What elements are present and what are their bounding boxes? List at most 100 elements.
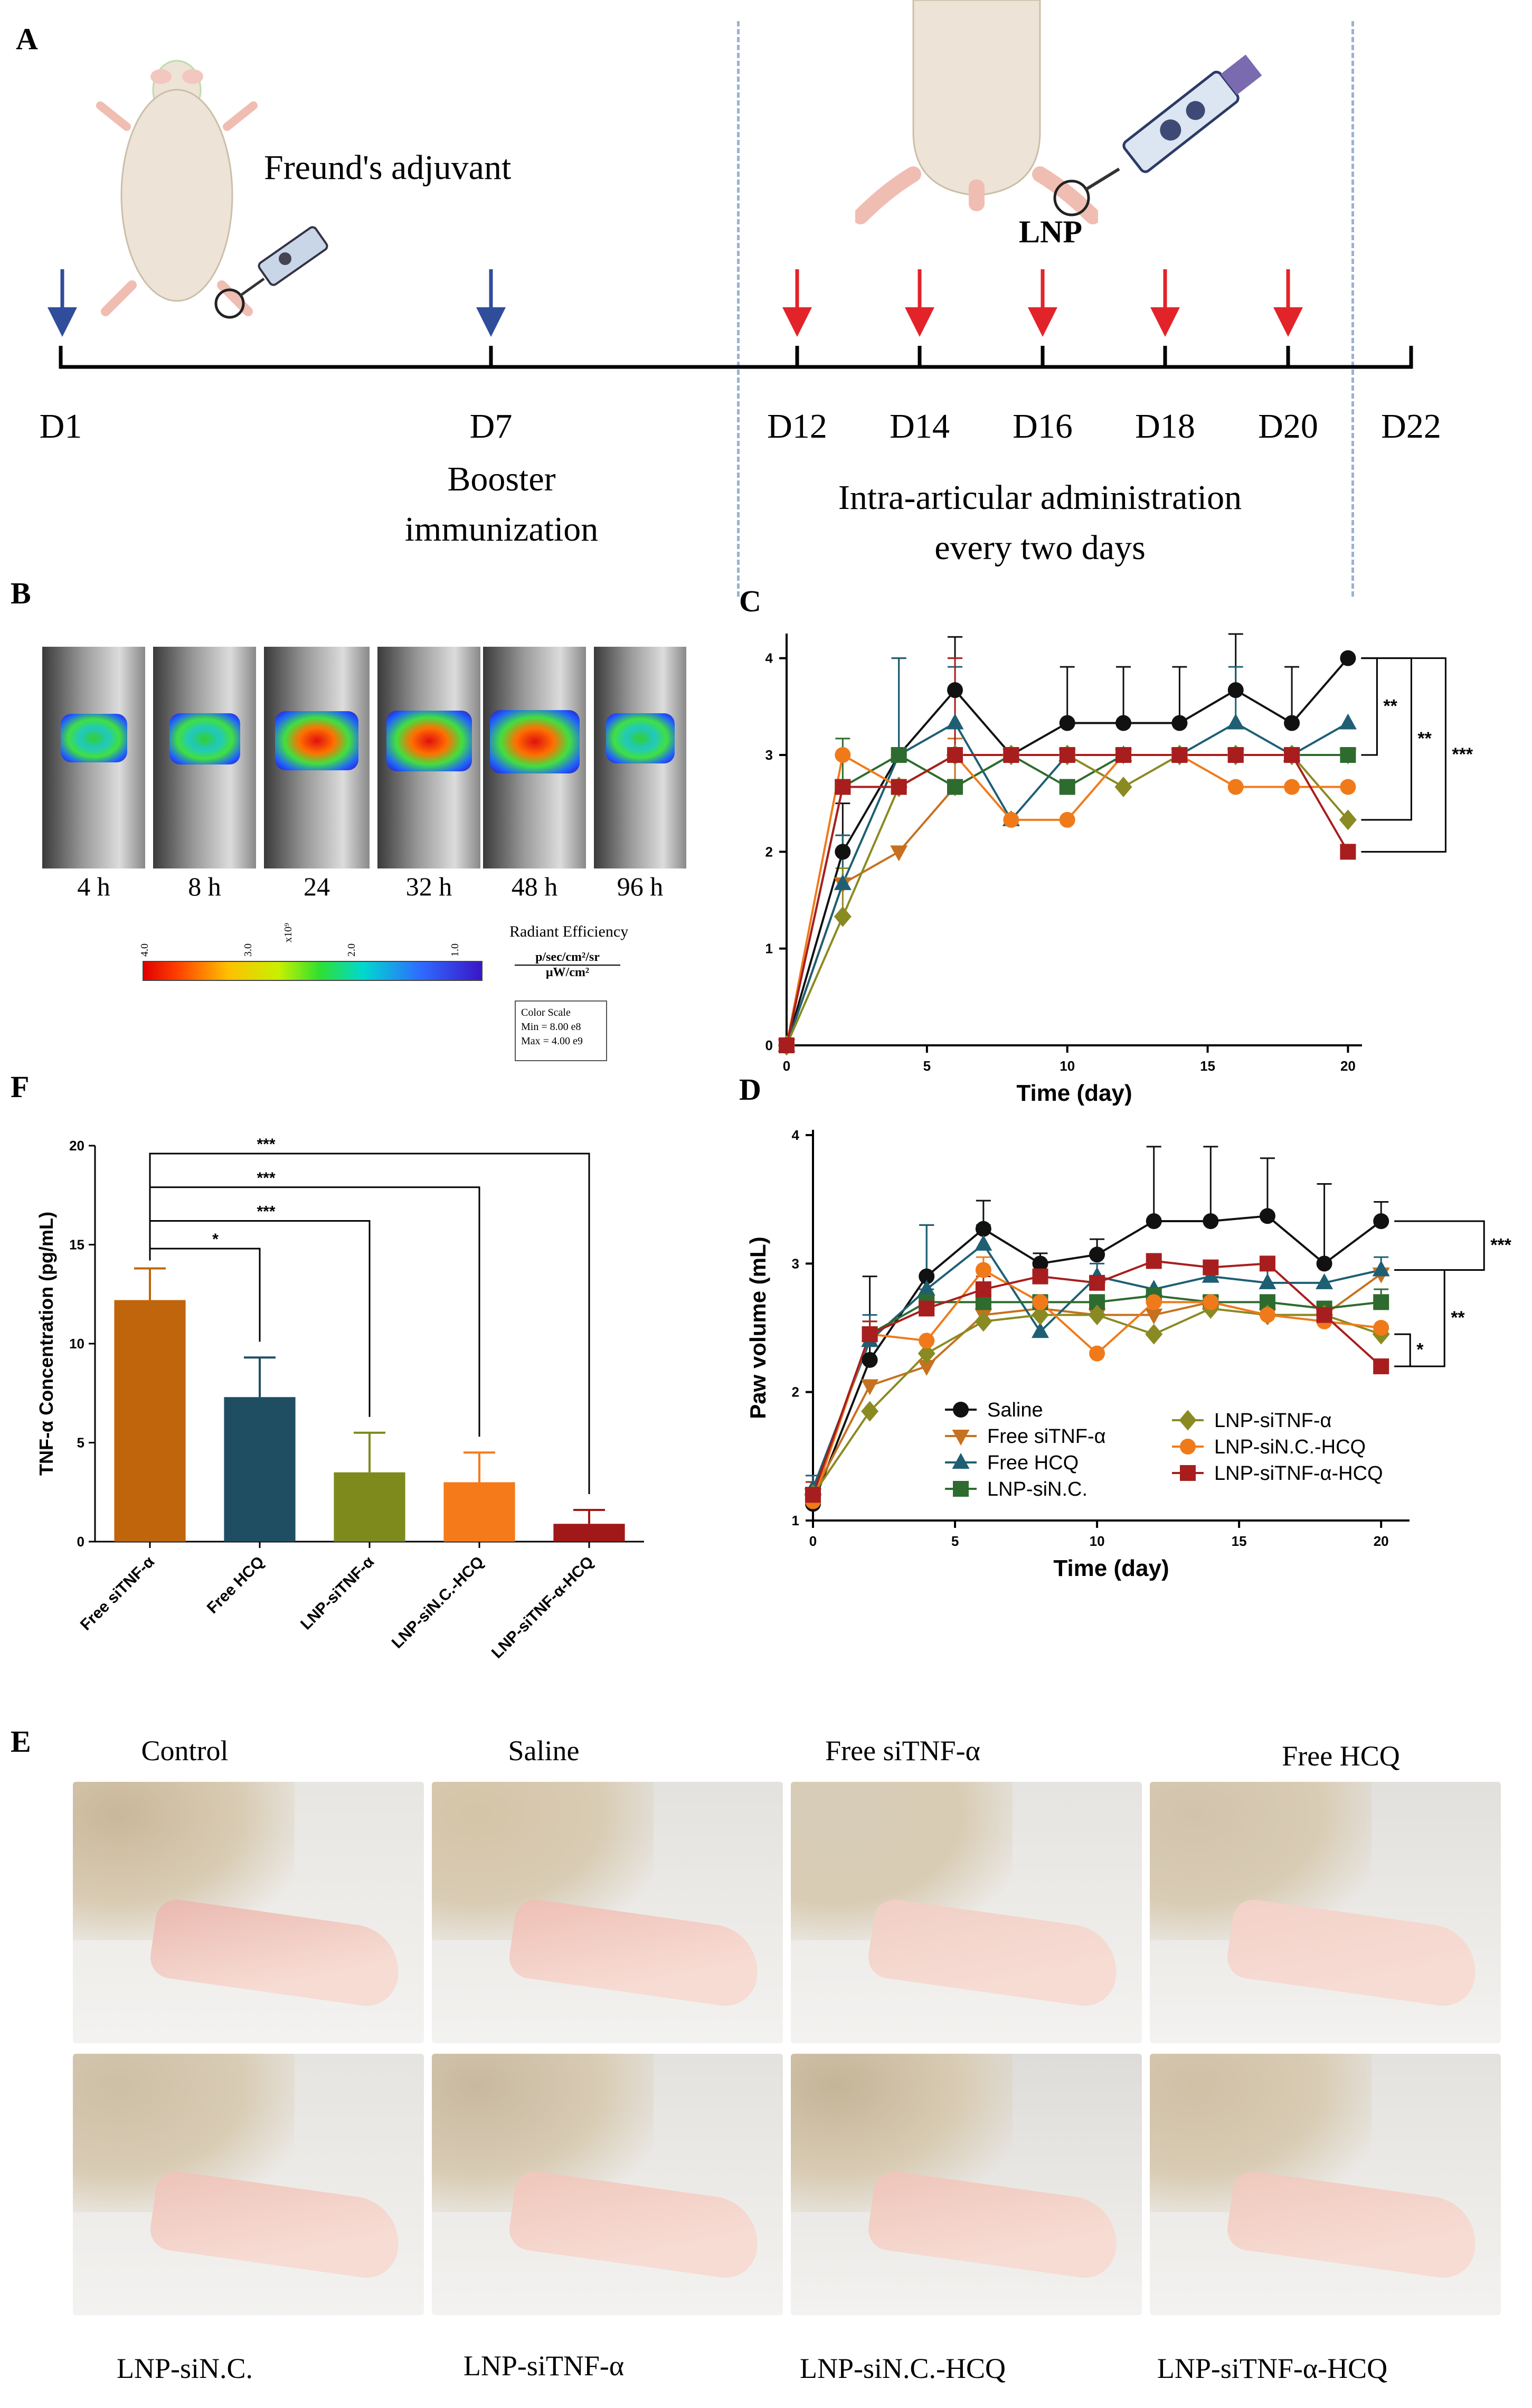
administration-label-line2: every two days [934, 528, 1146, 567]
data-point [919, 1333, 935, 1349]
rat-paw [1224, 2169, 1482, 2282]
legend-label: LNP-siN.C.-HCQ [1214, 1436, 1366, 1458]
data-point [1031, 1322, 1049, 1338]
paw-photo [73, 2054, 424, 2315]
photo-caption-saline: Saline [508, 1735, 580, 1767]
photo-caption-lnp-sitnf: LNP-siTNF-α [463, 2350, 625, 2382]
significance-label: * [1416, 1340, 1424, 1360]
data-point [1373, 1320, 1389, 1336]
data-point [1339, 713, 1357, 730]
day-label: D12 [767, 407, 827, 446]
y-tick-label: 3 [792, 1255, 799, 1271]
significance-label: ** [1451, 1308, 1465, 1328]
panel-label-a: A [16, 22, 38, 56]
data-point [975, 1311, 992, 1332]
data-point [1372, 1260, 1390, 1277]
data-point [1316, 1255, 1332, 1272]
ivis-timepoint-label: 24 [304, 872, 330, 901]
color-scale-max: Max = 4.00 e9 [521, 1035, 583, 1047]
admin-window-divider-right [1351, 21, 1354, 597]
legend-label: Free HCQ [987, 1452, 1079, 1474]
admin-window-divider-left [737, 21, 740, 597]
y-tick-label: 5 [77, 1435, 84, 1451]
x-tick-label: 10 [1060, 1058, 1075, 1074]
data-point [947, 779, 963, 795]
legend-marker [1180, 1439, 1196, 1455]
administration-label-line1: Intra-articular administration [838, 478, 1242, 517]
data-point [1089, 1274, 1105, 1291]
x-tick-label: Free HCQ [204, 1553, 268, 1617]
photo-caption-free-hcq: Free HCQ [1282, 1740, 1400, 1772]
x-tick-label: 10 [1090, 1533, 1105, 1549]
data-point [1259, 1273, 1276, 1289]
y-tick-label: 4 [792, 1127, 800, 1143]
data-point [1088, 1305, 1106, 1326]
ivis-timepoint-label: 4 h [77, 872, 110, 901]
rat-paw [506, 2169, 764, 2282]
data-point [947, 747, 963, 763]
paw-photo [432, 2054, 783, 2315]
significance-bracket [149, 1186, 480, 1437]
data-point [835, 844, 851, 860]
data-point [1259, 1307, 1275, 1323]
y-tick-label: 0 [765, 1037, 773, 1053]
significance-bracket [1361, 657, 1378, 756]
paw-photo [73, 1782, 424, 2043]
data-point [1114, 777, 1132, 797]
ivis-timepoint-label: 8 h [188, 872, 221, 901]
data-point [1059, 779, 1075, 795]
data-point [1003, 811, 1019, 828]
day-label: D20 [1258, 407, 1318, 446]
fluorescence-signal [386, 711, 472, 772]
data-point [1146, 1213, 1162, 1230]
data-point [1171, 715, 1188, 731]
y-tick-label: 0 [77, 1534, 84, 1550]
data-point [1059, 747, 1075, 763]
data-point [890, 845, 908, 862]
data-point [1284, 747, 1300, 763]
booster-label-line1: Booster [447, 460, 556, 498]
data-point [862, 1326, 878, 1343]
significance-label: *** [1452, 744, 1473, 764]
data-point [1340, 779, 1356, 795]
paw-photo [791, 1782, 1142, 2043]
data-point [834, 874, 852, 890]
data-point [919, 1268, 935, 1285]
data-point [1089, 1345, 1105, 1362]
day-label: D16 [1013, 407, 1073, 446]
data-point [1171, 747, 1188, 763]
day-label: D22 [1381, 407, 1441, 446]
y-tick-label: 20 [69, 1138, 84, 1154]
data-point [891, 779, 907, 795]
legend-label: Free siTNF-α [987, 1425, 1106, 1448]
ivis-image [42, 647, 145, 868]
data-point [1259, 1208, 1275, 1224]
adjuvant-label: Freund's adjuvant [264, 148, 512, 187]
rat-paw [1224, 1897, 1482, 2010]
data-point [975, 1262, 991, 1278]
data-point [1227, 747, 1244, 763]
color-scale-min: Min = 8.00 e8 [521, 1021, 581, 1033]
data-point [805, 1487, 821, 1503]
paw-photo [1150, 2054, 1501, 2315]
bar [334, 1472, 405, 1542]
panel-label-b: B [11, 576, 31, 610]
data-point [1227, 682, 1244, 698]
syringe-icon-right [1053, 54, 1262, 216]
series-line [786, 754, 1349, 1046]
x-tick-label: LNP-siTNF-α-HCQ [488, 1553, 597, 1662]
panel-label-f: F [11, 1070, 30, 1104]
data-point [861, 1379, 879, 1395]
data-point [1340, 844, 1356, 860]
data-point [1227, 713, 1245, 730]
y-tick-label: 1 [792, 1513, 799, 1528]
data-point [975, 1234, 992, 1251]
ivis-timepoint-label: 96 h [617, 872, 664, 901]
data-point [975, 1281, 991, 1297]
data-point [1284, 779, 1300, 795]
fluorescence-signal [60, 713, 127, 763]
y-axis-title: TNF-α Concentration (pg/mL) [35, 1212, 57, 1476]
data-point [1059, 715, 1075, 731]
data-point [834, 906, 852, 927]
